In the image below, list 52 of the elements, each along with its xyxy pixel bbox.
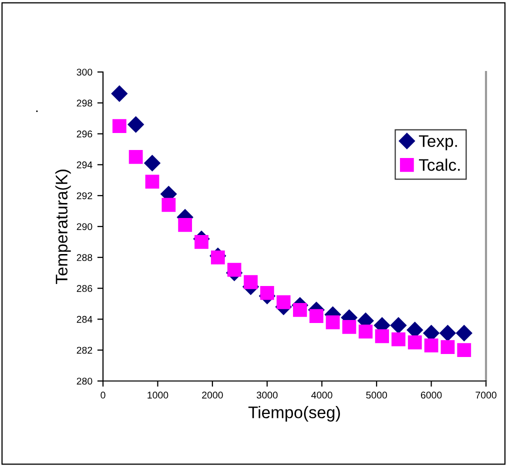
y-tick-label: 282 <box>76 346 92 354</box>
point <box>456 325 472 342</box>
point <box>293 302 307 317</box>
point <box>392 332 406 346</box>
point <box>457 343 472 358</box>
point <box>375 329 389 344</box>
point <box>111 86 128 102</box>
point <box>128 150 143 164</box>
point <box>424 338 438 352</box>
y-tick-label: 296 <box>76 130 92 138</box>
point <box>144 155 160 172</box>
x-tick-label: 2000 <box>202 392 223 399</box>
point <box>194 235 208 249</box>
y-axis-title: Temperatura(K) <box>55 170 71 284</box>
y-tick-label: 294 <box>76 161 92 168</box>
x-tick-label: 4000 <box>311 392 332 399</box>
y-tick-label: 286 <box>76 285 92 292</box>
x-tick-label: 5000 <box>366 392 388 399</box>
point <box>326 315 340 330</box>
text: . <box>36 110 38 112</box>
y-tick-label: 300 <box>76 68 92 76</box>
point <box>440 340 455 354</box>
point <box>276 295 290 310</box>
point <box>408 335 422 350</box>
point <box>112 119 126 134</box>
x-tick-label: 7000 <box>476 392 496 399</box>
x-axis-title: Tiempo(seg) <box>248 406 340 422</box>
point <box>178 218 192 232</box>
x-tick-label: 0 <box>100 392 106 399</box>
point <box>128 116 144 133</box>
point <box>342 320 356 334</box>
legend-label: Texp. <box>418 135 457 150</box>
point <box>162 198 176 212</box>
point <box>145 174 160 189</box>
x-tick-label: 3000 <box>256 392 278 399</box>
legend-label: Tcalc. <box>418 158 460 171</box>
y-tick-label: 290 <box>76 223 92 230</box>
y-tick-label: 280 <box>76 378 92 385</box>
point <box>244 275 258 290</box>
x-tick-label: 1000 <box>148 392 168 399</box>
x-tick-label: 6000 <box>420 392 442 399</box>
point <box>309 309 324 324</box>
point <box>440 325 456 342</box>
point <box>227 262 242 277</box>
y-tick-label: 298 <box>76 100 92 107</box>
y-tick-label: 288 <box>76 254 92 262</box>
y-tick-label: 284 <box>76 316 92 323</box>
point <box>390 317 407 334</box>
point <box>260 286 274 300</box>
point <box>358 324 373 339</box>
point <box>210 250 225 264</box>
y-tick-label: 292 <box>76 192 92 200</box>
